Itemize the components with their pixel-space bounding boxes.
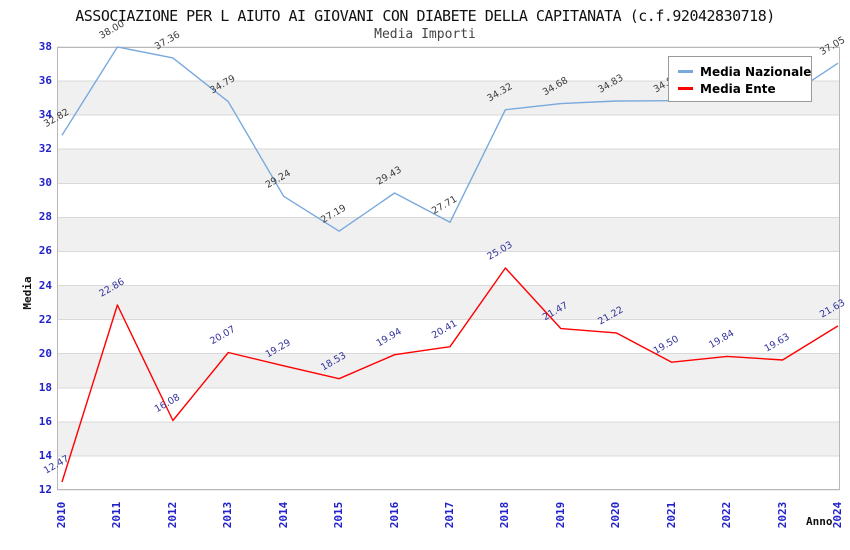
y-tick-label: 36 — [38, 74, 52, 88]
x-tick-label: 2021 — [664, 501, 678, 529]
grid-band — [57, 421, 840, 456]
x-tick-label: 2016 — [387, 501, 401, 529]
y-tick-label: 22 — [38, 312, 52, 326]
x-tick-label: 2017 — [443, 501, 456, 529]
x-tick-label: 2014 — [276, 501, 290, 529]
point-label: 19.84 — [707, 328, 736, 351]
page-title: ASSOCIAZIONE PER L AIUTO AI GIOVANI CON … — [75, 7, 775, 25]
legend-item: Media Ente — [678, 80, 811, 97]
y-tick-label: 26 — [38, 244, 52, 258]
y-tick-label: 34 — [38, 108, 52, 122]
y-tick-label: 28 — [38, 210, 52, 224]
x-tick-label: 2022 — [720, 501, 734, 529]
x-tick-label: 2013 — [221, 501, 235, 529]
grid-band — [57, 353, 840, 388]
x-tick-label: 2020 — [609, 501, 623, 529]
point-label: 20.41 — [430, 318, 459, 341]
page-subtitle: Media Importi — [374, 27, 476, 42]
point-label: 16.08 — [153, 392, 182, 415]
legend-swatch-media-ente — [678, 87, 693, 90]
legend-swatch-media-nazionale — [678, 70, 693, 73]
legend-label: Media Ente — [700, 81, 776, 96]
plot-border — [57, 47, 840, 490]
x-tick-label: 2012 — [165, 501, 179, 529]
x-tick-label: 2018 — [498, 501, 512, 529]
point-label: 20.07 — [208, 324, 237, 347]
series-line-media-ente — [61, 267, 839, 483]
y-tick-label: 38 — [38, 40, 52, 53]
y-tick-label: 32 — [38, 142, 52, 156]
plot-area: 32.82 38.00 37.36 34.79 29.24 27.19 29.43 27.71… — [42, 18, 847, 491]
y-tick-label: 14 — [38, 448, 52, 462]
y-tick-label: 20 — [38, 346, 52, 360]
x-tick-label: 2024 — [831, 501, 844, 529]
legend: Media Nazionale Media Ente — [668, 56, 812, 102]
legend-item: Media Nazionale — [678, 63, 811, 80]
x-tick-label: 2019 — [553, 501, 567, 529]
grid-band — [57, 149, 840, 184]
y-tick-label: 24 — [38, 278, 52, 292]
grid-band — [57, 285, 840, 320]
x-tick-label: 2010 — [55, 501, 68, 529]
grid-band — [57, 217, 840, 252]
x-tick-label: 2015 — [332, 501, 346, 529]
legend-label: Media Nazionale — [700, 64, 812, 79]
x-axis-title: Anno — [806, 515, 833, 528]
x-tick-label: 2023 — [775, 501, 789, 529]
x-tick-label: 2011 — [110, 501, 124, 529]
y-tick-label: 12 — [38, 483, 52, 496]
y-tick-label: 30 — [38, 176, 52, 190]
y-tick-label: 18 — [38, 380, 52, 394]
y-tick-label: 16 — [38, 414, 52, 428]
point-label: 19.63 — [763, 331, 792, 354]
point-label: 19.94 — [375, 326, 404, 349]
